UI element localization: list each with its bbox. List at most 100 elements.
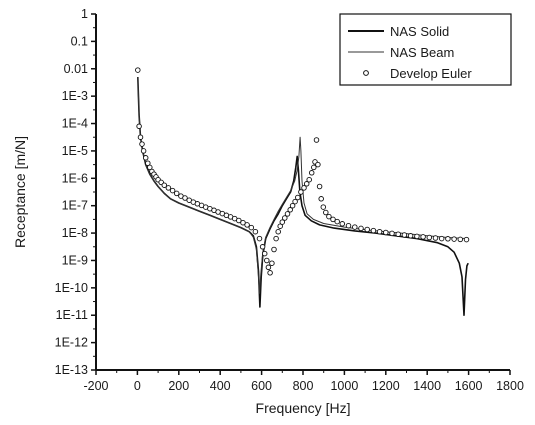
data-point-develop-euler [457, 236, 464, 243]
data-point-develop-euler [414, 233, 420, 240]
y-tick-label: 1E-9 [62, 253, 88, 267]
data-point-develop-euler [142, 155, 149, 161]
x-tick-label: -200 [83, 379, 108, 393]
data-point-develop-euler [383, 229, 389, 236]
data-point-develop-euler [308, 170, 315, 176]
data-point-develop-euler [137, 134, 144, 140]
legend-label-nas-solid: NAS Solid [390, 24, 449, 39]
y-tick-label: 1E-4 [62, 117, 88, 131]
data-point-develop-euler [306, 176, 312, 183]
data-point-develop-euler [326, 213, 332, 220]
data-point-develop-euler [303, 181, 310, 187]
data-point-develop-euler [395, 231, 401, 237]
y-tick-label: 1E-5 [62, 144, 88, 158]
x-tick-label: 800 [293, 379, 314, 393]
data-point-develop-euler [244, 222, 250, 228]
data-point-develop-euler [261, 250, 268, 257]
data-point-develop-euler [330, 216, 336, 223]
x-tick-label: 200 [168, 379, 189, 393]
legend-label-nas-beam: NAS Beam [390, 45, 454, 60]
x-tick-label: 1000 [330, 379, 358, 393]
data-point-develop-euler [265, 264, 272, 271]
data-point-develop-euler [407, 233, 414, 239]
y-tick-label: 1E-3 [62, 89, 88, 103]
data-point-develop-euler [277, 223, 283, 229]
data-point-develop-euler [236, 217, 242, 224]
data-point-develop-euler [165, 185, 172, 191]
y-axis-title: Receptance [m/N] [12, 136, 28, 248]
data-point-develop-euler [135, 67, 141, 73]
data-point-develop-euler [358, 225, 364, 232]
y-tick-label: 1E-7 [62, 199, 88, 213]
data-point-develop-euler [287, 207, 293, 213]
data-point-develop-euler [282, 215, 288, 221]
legend-swatch-develop-euler [363, 70, 369, 76]
data-point-develop-euler [298, 189, 304, 195]
data-point-develop-euler [364, 226, 370, 233]
y-tick-label: 1E-6 [62, 171, 88, 185]
data-point-develop-euler [389, 230, 395, 237]
data-point-develop-euler [279, 219, 286, 225]
data-point-develop-euler [295, 194, 301, 201]
data-point-develop-euler [139, 141, 145, 147]
y-axis-ticks: 1 0.1 0.01 1E-3 1E-4 1E-5 1E-6 1E-7 1E-8 1E-9 1E-1… [55, 7, 96, 377]
y-tick-label: 1 [81, 7, 88, 21]
data-point-develop-euler [267, 270, 273, 276]
data-point-develop-euler [352, 224, 358, 230]
data-point-develop-euler [259, 244, 266, 250]
data-point-develop-euler [240, 219, 246, 226]
data-point-develop-euler [334, 218, 340, 225]
data-point-develop-euler [140, 148, 147, 154]
data-point-develop-euler [271, 246, 277, 253]
x-tick-label: 600 [251, 379, 272, 393]
data-point-develop-euler [401, 232, 408, 238]
data-point-develop-euler [345, 222, 352, 229]
y-tick-label: 1E-8 [62, 226, 88, 240]
data-point-develop-euler [311, 164, 317, 171]
x-tick-label: 1400 [413, 379, 441, 393]
data-point-develop-euler [248, 224, 255, 231]
y-tick-label: 0.1 [71, 34, 88, 48]
series-layer [135, 67, 470, 316]
data-point-develop-euler [426, 234, 433, 241]
x-axis-ticks: -200 0 200 400 600 800 1000 1200 1400 1600 1800 [83, 370, 524, 393]
data-point-develop-euler [315, 161, 321, 168]
x-tick-label: 400 [210, 379, 231, 393]
y-tick-label: 1E-11 [56, 308, 88, 322]
data-point-develop-euler [256, 235, 263, 242]
data-point-develop-euler [145, 160, 151, 166]
data-point-develop-euler [161, 182, 168, 188]
data-point-develop-euler [313, 137, 320, 143]
data-point-develop-euler [438, 235, 445, 242]
y-tick-label: 1E-13 [55, 363, 88, 377]
data-point-develop-euler [432, 235, 439, 241]
legend: NAS Solid NAS Beam Develop Euler [339, 13, 512, 86]
y-tick-label: 1E-12 [55, 336, 88, 350]
y-tick-label: 1E-10 [55, 281, 88, 295]
data-point-develop-euler [451, 236, 457, 242]
data-point-develop-euler [301, 185, 307, 191]
data-point-develop-euler [318, 196, 324, 202]
series-develop-euler [135, 67, 470, 276]
x-tick-label: 1600 [455, 379, 483, 393]
data-point-develop-euler [370, 227, 377, 234]
data-point-develop-euler [284, 211, 291, 217]
data-point-develop-euler [136, 123, 142, 130]
data-point-develop-euler [252, 228, 259, 235]
data-point-develop-euler [339, 221, 346, 227]
data-point-develop-euler [182, 195, 188, 201]
data-point-develop-euler [269, 260, 275, 266]
data-point-develop-euler [420, 234, 426, 240]
data-point-develop-euler [463, 236, 470, 243]
data-point-develop-euler [289, 202, 296, 209]
data-point-develop-euler [376, 228, 383, 235]
legend-label-develop-euler: Develop Euler [390, 66, 472, 81]
data-point-develop-euler [445, 236, 451, 242]
x-tick-label: 1800 [496, 379, 524, 393]
data-point-develop-euler [316, 183, 323, 190]
data-point-develop-euler [292, 198, 298, 205]
x-axis-title: Frequency [Hz] [256, 400, 351, 416]
data-point-develop-euler [273, 235, 279, 242]
x-tick-label: 0 [134, 379, 141, 393]
